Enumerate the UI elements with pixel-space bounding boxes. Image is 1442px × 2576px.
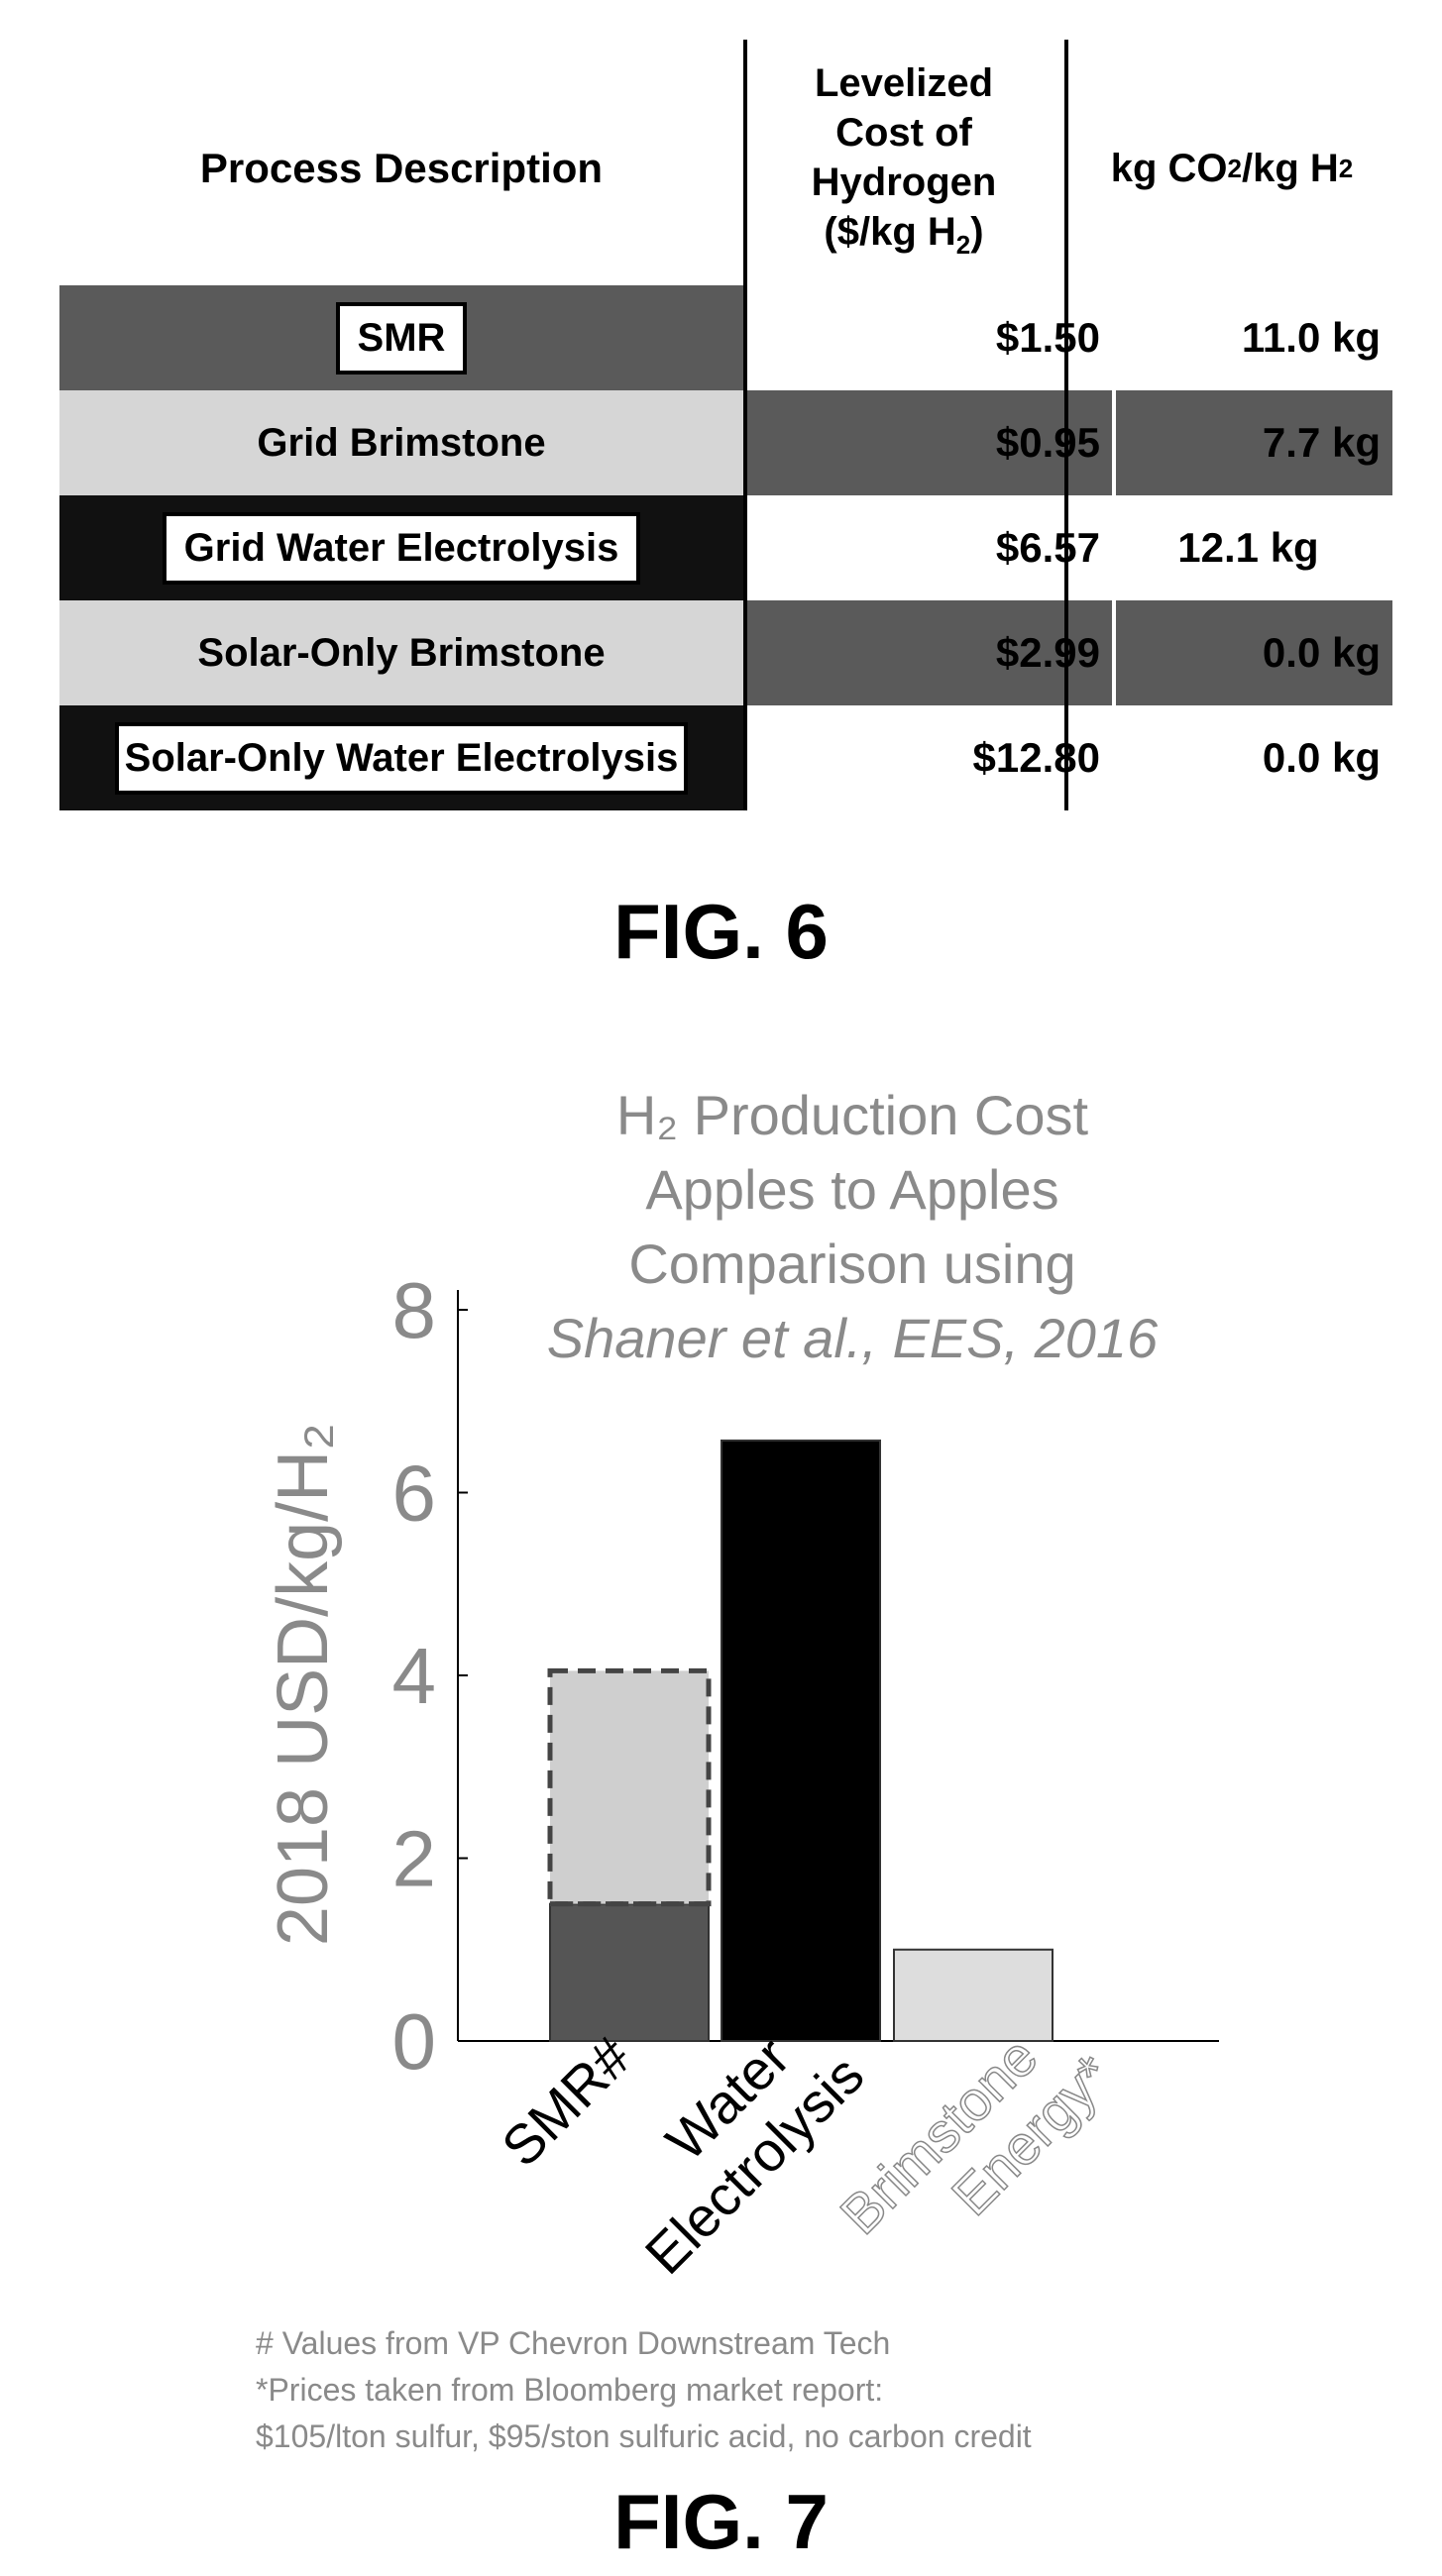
figure-caption-7: FIG. 7	[613, 2478, 829, 2565]
table-row-solar-only-water-electrolysis: Solar-Only Water Electrolysis $12.80 0.0…	[59, 705, 1392, 810]
header-cost-line-4: ($/kg H	[824, 209, 956, 254]
co2-cell: 0.0 kg	[1116, 600, 1392, 705]
process-cell: SMR	[59, 285, 743, 390]
table-row-smr: SMR $1.50 11.0 kg	[59, 285, 1392, 390]
bar-2	[721, 1439, 881, 2043]
cost-cell: $1.50	[747, 285, 1112, 390]
note-line-2: *Prices taken from Bloomberg market repo…	[256, 2372, 884, 2408]
y-tick-label: 0	[392, 1997, 437, 2086]
process-label: Solar-Only Water Electrolysis	[114, 721, 689, 795]
process-cell: Grid Water Electrolysis	[59, 495, 743, 600]
process-label: Grid Water Electrolysis	[162, 511, 641, 585]
fig6-table: Process Description Levelized Cost of Hy…	[0, 0, 1442, 812]
co2-value: 0.0 kg	[1262, 629, 1381, 676]
bar-chart: H₂ Production Cost Apples to Apples Compar…	[264, 1084, 1219, 2286]
cost-value: $12.80	[972, 734, 1100, 781]
y-ticks: 0 2 4 6 8	[392, 1266, 468, 2086]
co2-cell: 12.1 kg	[1116, 495, 1392, 600]
header-cost-line-2: Cost of	[835, 110, 972, 155]
cost-cell: $6.57	[747, 495, 1112, 600]
chart-notes: # Values from VP Chevron Downstream Tech…	[256, 2320, 1032, 2460]
co2-cell: 0.0 kg	[1116, 705, 1392, 810]
cost-value: $2.99	[995, 629, 1100, 676]
header-cost-line-1: Levelized	[814, 60, 994, 105]
co2-value: 11.0 kg	[1241, 314, 1381, 361]
cost-cell: $12.80	[747, 705, 1112, 810]
header-co2-sub2: 2	[1338, 153, 1354, 183]
process-label: SMR	[335, 301, 468, 375]
header-cost-close: )	[970, 209, 984, 254]
note-line-1: # Values from VP Chevron Downstream Tech	[256, 2325, 891, 2361]
figure-caption-6: FIG. 6	[613, 888, 829, 975]
x-tick-label-1: SMR#	[490, 2025, 643, 2179]
process-cell: Grid Brimstone	[59, 390, 743, 495]
table-row-grid-water-electrolysis: Grid Water Electrolysis $6.57 12.1 kg	[59, 495, 1392, 600]
header-co2-prefix: kg CO	[1110, 146, 1228, 190]
table-row-solar-only-brimstone: Solar-Only Brimstone $2.99 0.0 kg	[59, 600, 1392, 705]
header-cost-line-3: Hydrogen	[811, 160, 997, 204]
process-cell: Solar-Only Water Electrolysis	[59, 705, 743, 810]
header-cost-sub: 2	[955, 229, 971, 260]
header-co2-sub: 2	[1227, 153, 1242, 183]
y-tick-label: 4	[392, 1632, 437, 1720]
note-line-3: $105/lton sulfur, $95/ston sulfuric acid…	[256, 2418, 1032, 2454]
table-divider-2	[1064, 40, 1068, 810]
cost-cell: $2.99	[747, 600, 1112, 705]
co2-value: 0.0 kg	[1262, 734, 1381, 781]
bar-1	[549, 1902, 710, 2042]
table-row-grid-brimstone: Grid Brimstone $0.95 7.7 kg	[59, 390, 1392, 495]
header-levelized-cost: Levelized Cost of Hydrogen ($/kg H2)	[745, 40, 1062, 287]
cost-value: $1.50	[995, 314, 1100, 361]
y-axis-title: 2018 USD/kg/H₂	[264, 1423, 343, 1946]
cost-value: $6.57	[995, 524, 1100, 571]
y-tick-label: 2	[392, 1815, 437, 1903]
co2-cell: 7.7 kg	[1116, 390, 1392, 495]
chart-title: H₂ Production Cost Apples to Apples Compar…	[547, 1084, 1159, 1369]
header-co2-mid: /kg H	[1242, 146, 1339, 190]
bars	[547, 1439, 1054, 2043]
y-tick-label: 8	[392, 1266, 437, 1354]
header-process-description: Process Description	[199, 145, 604, 191]
y-tick-label: 6	[392, 1449, 437, 1538]
chart-title-line-4: Shaner et al., EES, 2016	[547, 1307, 1159, 1369]
process-label: Grid Brimstone	[257, 420, 546, 465]
co2-cell: 11.0 kg	[1116, 285, 1392, 390]
bar-3	[893, 1948, 1054, 2042]
cost-value: $0.95	[995, 419, 1100, 466]
co2-value: 12.1 kg	[1177, 524, 1319, 571]
process-cell: Solar-Only Brimstone	[59, 600, 743, 705]
table-divider-1	[743, 40, 747, 810]
chart-title-line-3: Comparison using	[628, 1233, 1075, 1295]
co2-value: 7.7 kg	[1262, 419, 1381, 466]
chart-title-line-2: Apples to Apples	[645, 1158, 1058, 1221]
bar-1-upper-dashed	[547, 1667, 712, 1907]
chart-title-line-1: H₂ Production Cost	[616, 1084, 1089, 1146]
process-label: Solar-Only Brimstone	[197, 630, 606, 675]
cost-cell: $0.95	[747, 390, 1112, 495]
y-axis-label: 2018 USD/kg/H₂	[264, 1423, 343, 1946]
